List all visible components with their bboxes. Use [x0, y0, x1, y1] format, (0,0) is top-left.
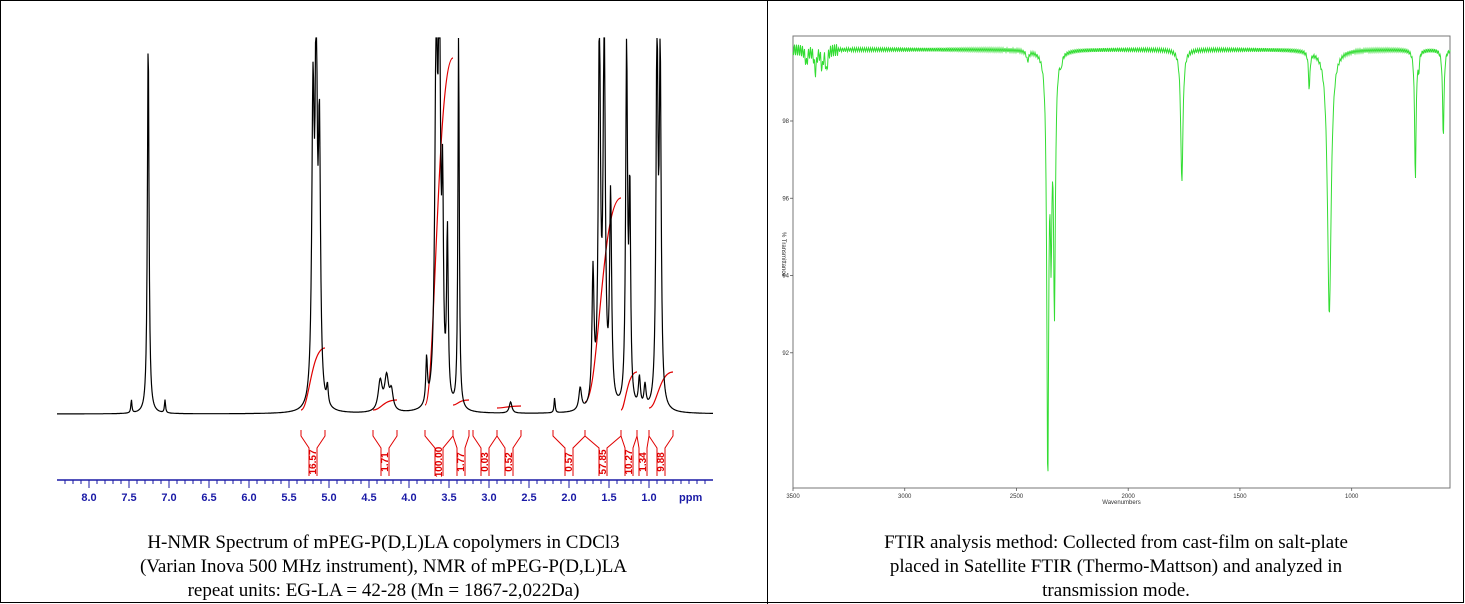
ftir-x-axis-label: Wavenumbers: [1102, 500, 1140, 506]
nmr-integral-curve: [496, 405, 522, 409]
nmr-integral-9: 1.34: [636, 430, 650, 476]
nmr-caption-line-2: (Varian Inova 500 MHz instrument), NMR o…: [139, 556, 628, 577]
nmr-integral-2: 100.00: [424, 430, 454, 477]
nmr-integral-label: 57.85: [598, 449, 609, 474]
nmr-integral-bracket: [300, 430, 326, 476]
nmr-tick-label: 3.0: [481, 492, 496, 504]
nmr-spectrum-line: [57, 37, 713, 415]
nmr-caption: H-NMR Spectrum of mPEG-P(D,L)LA copolyme…: [10, 531, 757, 603]
ftir-spectrum-line: [792, 44, 1451, 472]
nmr-tick-label: 2.0: [561, 492, 576, 504]
ftir-caption-line-3: transmission mode.: [1042, 580, 1190, 601]
nmr-integral-label: 0.57: [564, 452, 575, 472]
nmr-tick-label: 6.5: [201, 492, 216, 504]
nmr-tick-label: 3.5: [441, 492, 456, 504]
nmr-tick-label: 5.0: [321, 492, 336, 504]
nmr-x-axis: 8.0 7.5 7.0 6.5 6.0 5.5 5.0 4.5 4.0 3.5 3.0 2.5 2.0 1…: [57, 479, 713, 504]
nmr-tick-label: 8.0: [81, 492, 96, 504]
nmr-integral-1: 1.71: [372, 430, 398, 476]
nmr-integral-label: 1.77: [456, 452, 467, 472]
nmr-integral-10: 9.88: [648, 430, 674, 476]
nmr-panel: 16.57 1.71 100.00 1.77 0.03 0.52 0.57 57.85 10.2…: [10, 37, 757, 603]
ftir-x-tick-label: 1000: [1345, 494, 1359, 500]
nmr-integral-curve: [648, 371, 674, 409]
nmr-integral-label: 1.34: [638, 452, 649, 472]
nmr-tick-label: 7.5: [121, 492, 136, 504]
nmr-tick-label: 1.5: [601, 492, 616, 504]
nmr-caption-line-1: H-NMR Spectrum of mPEG-P(D,L)LA copolyme…: [147, 532, 620, 553]
nmr-tick-label: 5.5: [281, 492, 296, 504]
ftir-x-tick-label: 2500: [1010, 494, 1024, 500]
ftir-x-tick-label: 3000: [898, 494, 912, 500]
nmr-integral-7: 57.85: [584, 430, 622, 476]
ftir-caption: FTIR analysis method: Collected from cas…: [776, 531, 1456, 603]
ftir-caption-line-2: placed in Satellite FTIR (Thermo-Mattson…: [889, 556, 1343, 577]
ftir-caption-line-1: FTIR analysis method: Collected from cas…: [884, 532, 1348, 553]
nmr-spectrum-chart: 16.57 1.71 100.00 1.77 0.03 0.52 0.57 57.85 10.2…: [57, 37, 713, 504]
nmr-tick-label: 7.0: [161, 492, 176, 504]
nmr-integral-curve: [620, 371, 638, 411]
ftir-panel: 3500 3000 2500 2000 1500 1000 92 94 96 98 Wavenum…: [768, 0, 1464, 604]
nmr-integral-label: 0.03: [480, 452, 491, 472]
ftir-y-tick-label: 94: [782, 274, 789, 280]
nmr-tick-label: 4.0: [401, 492, 416, 504]
nmr-caption-line-3: repeat units: EG-LA = 42-28 (Mn = 1867-2…: [187, 580, 580, 601]
nmr-tick-label: 2.5: [521, 492, 536, 504]
nmr-integral-curve: [424, 57, 454, 406]
nmr-integral-bracket: [372, 430, 398, 476]
ftir-y-axis-label: % Transmittance: [780, 232, 786, 277]
ftir-spectrum-chart: 3500 3000 2500 2000 1500 1000 92 94 96 98 Wavenum…: [780, 35, 1451, 506]
nmr-tick-label: 4.5: [361, 492, 376, 504]
nmr-integral-label: 1.71: [380, 452, 391, 472]
nmr-integral-label: 100.00: [434, 446, 445, 477]
nmr-integrals: 16.57 1.71 100.00 1.77 0.03 0.52 0.57 57.85 10.2…: [300, 57, 674, 477]
nmr-integral-label: 0.52: [504, 452, 515, 472]
ftir-plot-frame: [792, 35, 1451, 489]
ftir-x-tick-label: 2000: [1122, 494, 1136, 500]
ftir-axes: 3500 3000 2500 2000 1500 1000 92 94 96 98: [782, 119, 1359, 500]
ftir-y-tick-label: 98: [782, 119, 789, 125]
nmr-integral-label: 16.57: [308, 449, 319, 474]
nmr-integral-0: 16.57: [300, 430, 326, 476]
nmr-integral-8: 10.27: [620, 430, 638, 476]
ftir-x-tick-label: 1500: [1233, 494, 1247, 500]
ftir-y-tick-label: 92: [782, 351, 789, 357]
panel-divider: [767, 0, 768, 604]
nmr-integral-label: 10.27: [624, 449, 635, 474]
nmr-integral-bracket: [496, 430, 522, 476]
nmr-integral-label: 9.88: [656, 452, 667, 472]
nmr-integral-6: 0.57: [552, 430, 586, 476]
nmr-integral-3: 1.77: [452, 430, 470, 476]
ftir-y-tick-label: 96: [782, 196, 789, 202]
nmr-integral-curve: [452, 399, 470, 406]
ftir-x-tick-label: 3500: [786, 494, 800, 500]
nmr-integral-5: 0.52: [496, 430, 522, 476]
nmr-integral-bracket: [648, 430, 674, 476]
nmr-integral-4: 0.03: [472, 430, 498, 476]
nmr-axis-unit: ppm: [679, 492, 702, 504]
nmr-integral-curve: [584, 197, 622, 403]
nmr-tick-label: 6.0: [241, 492, 256, 504]
nmr-integral-curve: [300, 347, 326, 411]
nmr-integral-bracket: [452, 430, 470, 476]
nmr-tick-label: 1.0: [641, 492, 656, 504]
